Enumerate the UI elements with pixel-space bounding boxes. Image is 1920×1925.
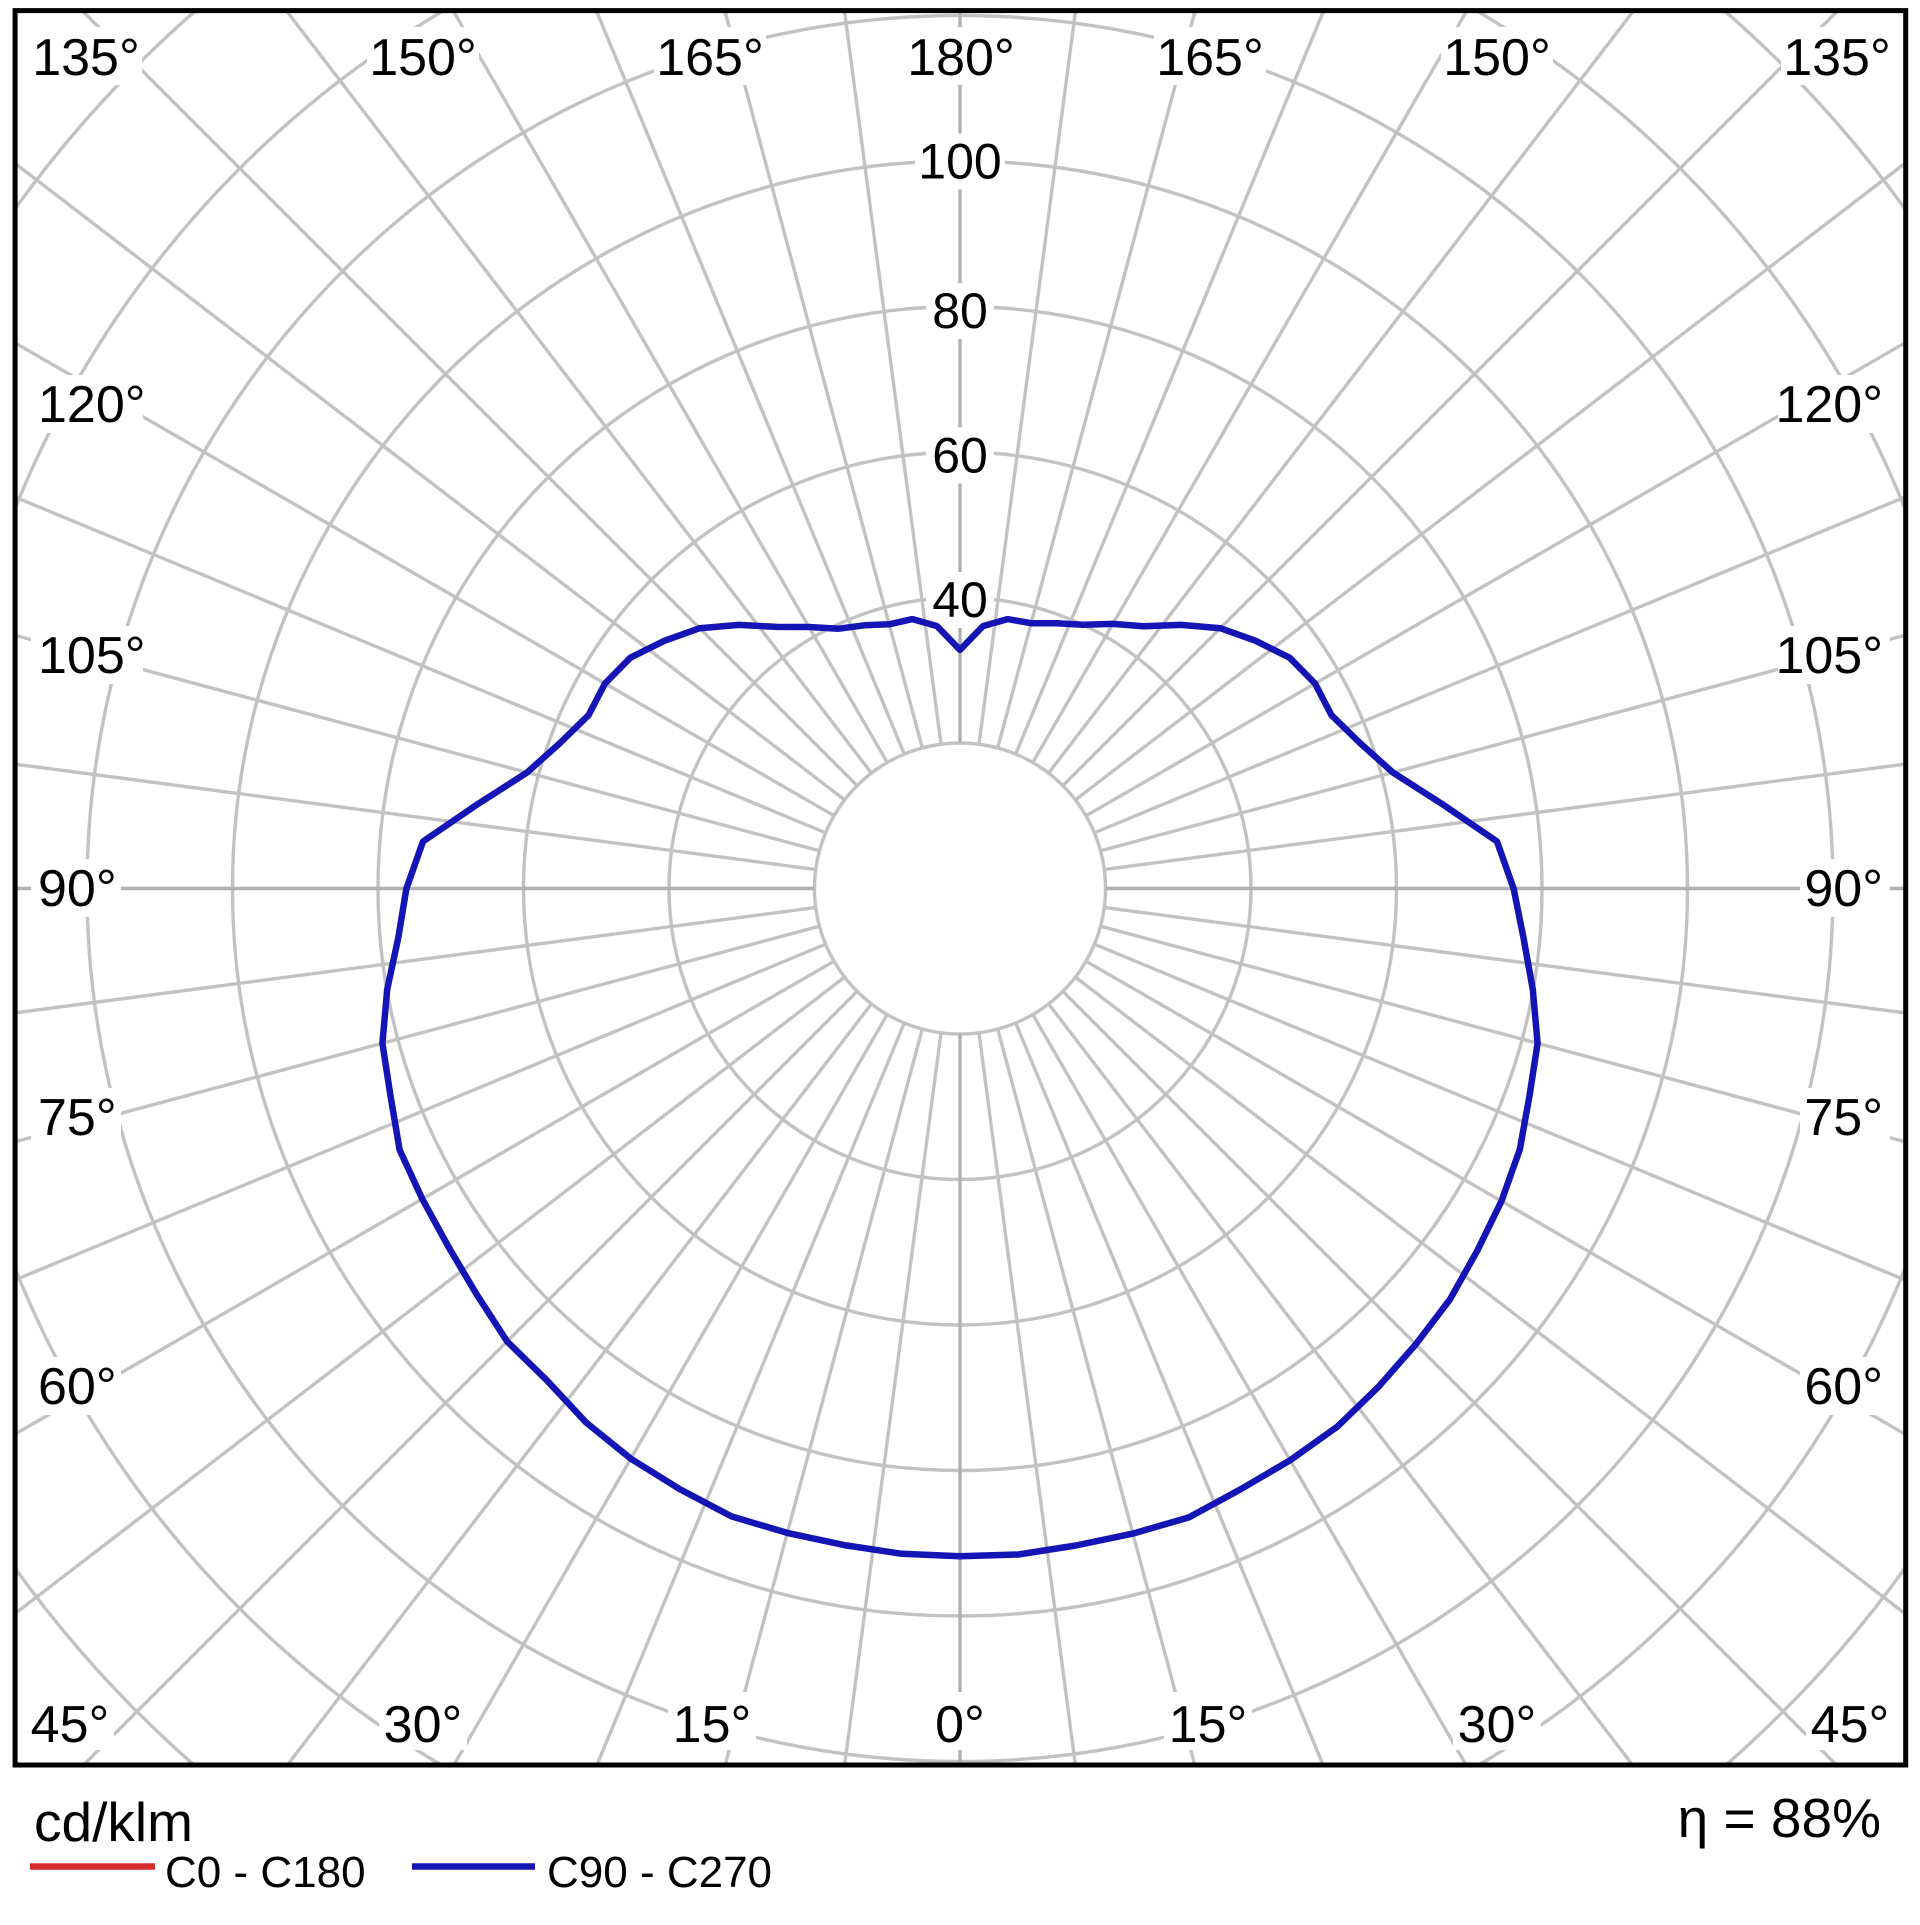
svg-text:C0 - C180: C0 - C180 — [165, 1848, 366, 1897]
svg-text:90°: 90° — [38, 860, 117, 918]
svg-text:C90 - C270: C90 - C270 — [547, 1848, 772, 1897]
svg-text:180°: 180° — [907, 29, 1015, 87]
svg-text:75°: 75° — [1804, 1089, 1883, 1147]
svg-text:45°: 45° — [1811, 1696, 1890, 1754]
svg-text:150°: 150° — [1443, 29, 1551, 87]
svg-text:15°: 15° — [673, 1696, 752, 1754]
svg-text:30°: 30° — [384, 1696, 463, 1754]
svg-text:135°: 135° — [32, 29, 140, 87]
svg-text:105°: 105° — [1775, 627, 1883, 685]
svg-text:0°: 0° — [935, 1696, 985, 1754]
svg-text:η = 88%: η = 88% — [1678, 1787, 1881, 1849]
svg-text:60: 60 — [932, 428, 988, 484]
svg-text:105°: 105° — [38, 627, 146, 685]
svg-text:80: 80 — [932, 283, 988, 339]
svg-text:cd/klm: cd/klm — [34, 1791, 193, 1853]
svg-text:165°: 165° — [656, 29, 764, 87]
svg-text:75°: 75° — [38, 1089, 117, 1147]
svg-text:30°: 30° — [1458, 1696, 1537, 1754]
svg-text:165°: 165° — [1156, 29, 1264, 87]
svg-text:150°: 150° — [369, 29, 477, 87]
svg-text:135°: 135° — [1783, 29, 1891, 87]
svg-text:60°: 60° — [1804, 1358, 1883, 1416]
svg-text:45°: 45° — [31, 1696, 110, 1754]
svg-text:90°: 90° — [1804, 860, 1883, 918]
svg-text:120°: 120° — [1775, 376, 1883, 434]
svg-text:120°: 120° — [38, 376, 146, 434]
svg-text:100: 100 — [918, 134, 1001, 190]
svg-text:40: 40 — [932, 572, 988, 628]
svg-text:60°: 60° — [38, 1358, 117, 1416]
svg-text:15°: 15° — [1169, 1696, 1248, 1754]
